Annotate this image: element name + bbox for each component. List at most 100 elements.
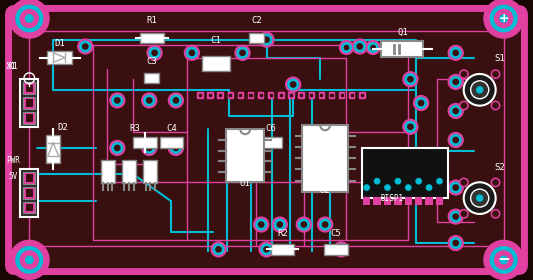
Circle shape [416,179,422,184]
Circle shape [237,48,248,58]
Circle shape [142,141,157,155]
Text: +: + [498,12,509,25]
Text: D1: D1 [54,39,65,48]
Circle shape [334,242,349,257]
Bar [217,92,223,98]
Bar [359,92,365,98]
Circle shape [459,70,468,78]
Text: C5: C5 [330,229,341,238]
Bar [258,92,263,98]
Text: X1: X1 [6,62,17,71]
Bar [160,137,183,148]
Bar [20,79,38,127]
Circle shape [10,0,49,38]
Text: DISP1: DISP1 [380,194,403,203]
Bar [351,94,353,96]
Circle shape [408,124,413,129]
Bar [298,92,304,98]
Bar [23,112,35,124]
Circle shape [459,178,468,187]
Bar [197,92,203,98]
Circle shape [450,48,461,58]
Text: X1: X1 [8,62,19,71]
Circle shape [173,98,179,103]
Circle shape [184,45,199,60]
Circle shape [168,93,183,108]
Circle shape [461,103,466,108]
Circle shape [338,247,344,252]
Bar [229,94,231,96]
Text: C3: C3 [147,57,157,66]
Circle shape [211,242,226,257]
Circle shape [464,182,496,214]
Circle shape [115,145,120,151]
Circle shape [484,240,523,279]
Circle shape [261,34,272,45]
Circle shape [476,86,483,94]
Bar [239,94,241,96]
Bar [228,92,233,98]
Text: Q1: Q1 [397,28,408,37]
Circle shape [491,178,500,187]
Circle shape [357,44,362,49]
Circle shape [318,217,333,232]
Circle shape [286,77,301,92]
Bar [341,94,343,96]
Bar [133,137,157,148]
Bar [425,197,433,205]
Circle shape [448,104,463,118]
Circle shape [493,211,498,216]
Circle shape [189,50,195,55]
Circle shape [490,247,517,273]
Circle shape [322,222,328,227]
Circle shape [147,98,152,103]
Circle shape [426,185,432,190]
Circle shape [264,37,269,42]
Text: C2: C2 [252,16,262,25]
Circle shape [296,217,311,232]
Circle shape [301,222,306,227]
Circle shape [342,43,351,52]
Bar [435,197,443,205]
Bar [278,92,284,98]
Circle shape [344,45,349,50]
Circle shape [461,71,466,77]
Circle shape [437,179,442,184]
Circle shape [448,133,463,147]
Circle shape [450,238,461,248]
Circle shape [471,189,489,207]
Circle shape [336,244,346,255]
Circle shape [112,143,123,153]
Circle shape [168,141,183,155]
Bar [23,187,35,199]
Circle shape [352,39,367,54]
Bar [248,92,253,98]
Circle shape [405,122,416,132]
Circle shape [187,48,197,58]
Bar [310,94,312,96]
Bar [349,92,354,98]
Circle shape [453,240,458,246]
Circle shape [368,43,378,52]
Circle shape [142,93,157,108]
Circle shape [110,93,125,108]
Circle shape [110,141,125,155]
Text: S1: S1 [495,54,505,63]
Bar [381,41,423,57]
Circle shape [152,50,157,55]
Circle shape [374,179,380,184]
Text: R3: R3 [129,124,140,133]
Circle shape [405,74,416,85]
Circle shape [450,77,461,87]
Circle shape [144,95,155,106]
Circle shape [500,15,507,22]
Circle shape [277,222,282,227]
Circle shape [147,145,152,151]
Circle shape [171,143,181,153]
Circle shape [364,185,369,190]
Bar [226,129,264,182]
Circle shape [256,219,266,230]
Circle shape [173,145,179,151]
Text: PWR: PWR [6,156,20,165]
Bar [362,148,448,198]
